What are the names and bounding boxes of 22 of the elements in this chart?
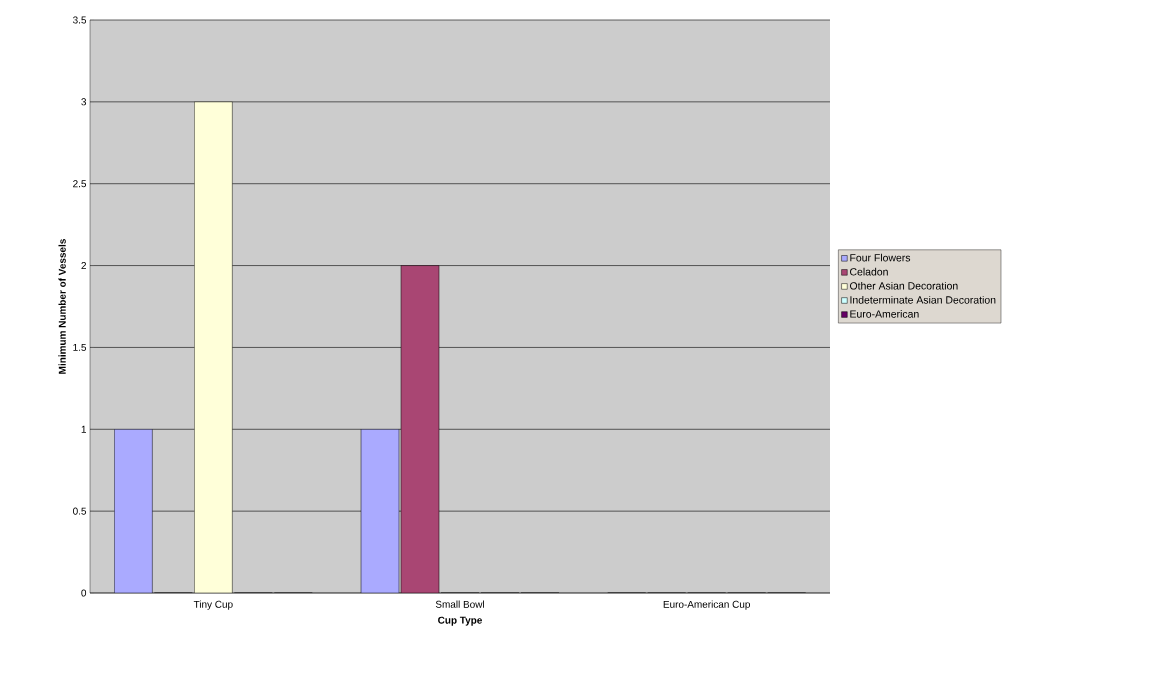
y-tick-label: 1 xyxy=(81,425,86,433)
bar xyxy=(360,429,400,593)
bar xyxy=(114,429,153,593)
y-tick-label: 0 xyxy=(81,589,87,597)
x-tick-label: Euro-American Cup xyxy=(663,600,750,610)
x-axis-title: Cup Type xyxy=(438,616,482,626)
y-axis-title: Minimum Number of Vessels xyxy=(58,239,66,374)
y-tick-label: 1.5 xyxy=(73,343,87,351)
legend-label: Other Asian Decoration xyxy=(850,281,958,290)
legend-label: Indeterminate Asian Decoration xyxy=(850,295,996,304)
y-tick-label: 3 xyxy=(81,98,87,106)
y-tick-label: 2.5 xyxy=(73,180,87,188)
x-tick-label: Small Bowl xyxy=(435,600,484,608)
legend-label: Celadon xyxy=(850,267,888,276)
y-tick-label: 0.5 xyxy=(73,507,87,515)
legend-label: Four Flowers xyxy=(850,253,911,262)
bar xyxy=(400,265,440,593)
legend-label: Euro-American xyxy=(850,310,919,318)
bar xyxy=(194,101,233,593)
y-tick-label: 2 xyxy=(81,262,86,270)
y-tick-label: 3.5 xyxy=(73,16,87,24)
x-tick-label: Tiny Cup xyxy=(193,600,233,610)
